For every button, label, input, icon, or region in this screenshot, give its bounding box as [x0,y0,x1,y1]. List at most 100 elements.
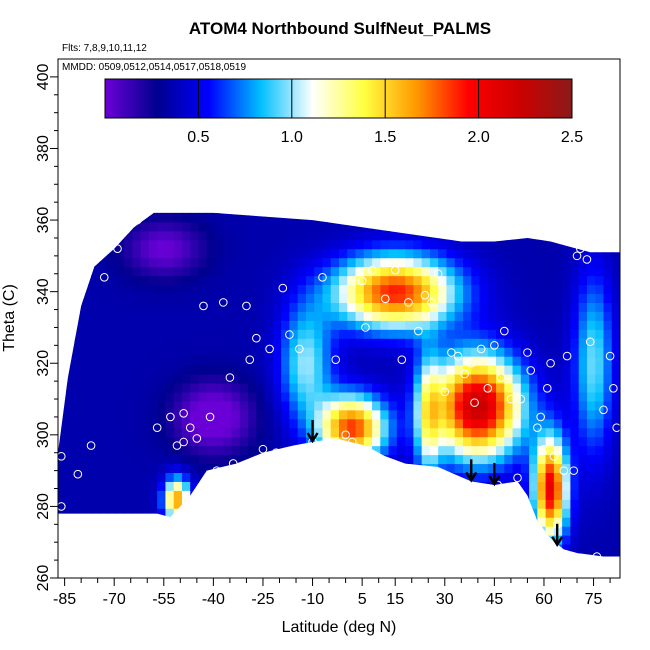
field-cell [471,248,481,259]
field-cell [157,472,167,482]
field-cell [512,391,522,402]
field-cell [520,427,530,438]
field-cell [248,212,257,214]
field-cell [553,472,563,482]
field-cell [248,257,257,268]
field-cell [206,293,216,303]
field-cell [545,347,555,357]
field-cell [239,490,249,500]
field-cell [231,239,241,250]
field-cell [570,221,580,232]
field-cell [157,490,167,500]
field-cell [289,257,299,268]
field-cell [231,373,241,384]
sample-point [447,348,456,357]
field-cell [372,526,381,536]
field-cell [504,472,514,482]
field-cell [198,499,208,509]
field-cell [273,562,282,572]
field-cell [165,490,175,500]
field-cell [454,400,464,411]
field-cell [223,400,233,411]
field-cell [91,454,100,465]
field-cell [256,230,266,241]
field-cell [487,552,497,557]
field-cell [553,454,563,465]
field-cell [570,212,580,214]
field-cell [611,427,620,438]
field-cell [165,517,175,527]
field-cell [529,338,538,348]
field-cell [520,490,530,500]
field-cell [231,472,241,482]
field-cell [347,543,357,554]
field-cell [256,391,266,402]
field-cell [305,221,315,232]
field-cell [305,239,315,250]
field-cell [421,320,431,330]
field-cell [74,463,84,474]
field-cell [231,454,241,465]
field-cell [586,552,596,557]
field-cell [297,338,307,348]
field-cell [215,418,224,429]
field-cell [297,239,307,250]
field-cell [545,517,555,527]
field-cell [603,409,613,420]
field-cell [198,230,208,241]
field-cell [562,517,572,527]
field-cell [82,508,92,518]
field-cell [314,320,324,330]
field-cell [529,499,538,509]
field-cell [446,248,456,259]
field-cell [372,356,381,366]
field-cell [595,499,605,509]
field-cell [148,212,158,223]
field-cell [82,472,92,482]
field-cell [82,552,92,557]
field-cell [380,195,389,205]
field-cell [529,266,538,277]
field-cell [297,311,307,321]
field-cell [339,454,348,465]
field-cell [339,552,348,557]
field-cell [157,248,167,259]
field-cell [124,266,133,277]
sample-point [361,323,370,332]
field-cell [446,239,456,250]
field-cell [586,463,596,474]
field-cell [347,508,357,518]
field-cell [520,221,530,232]
field-cell [512,284,522,295]
field-cell [322,382,332,393]
field-cell [553,356,563,366]
field-cell [487,409,497,420]
field-cell [322,499,332,509]
field-cell [331,562,340,572]
field-cell [256,508,266,518]
field-cell [140,552,150,557]
field-cell [363,543,373,554]
field-cell [504,320,514,330]
field-cell [529,347,538,357]
field-cell [231,230,241,241]
field-cell [471,463,481,474]
field-cell [347,552,357,557]
field-cell [520,284,530,295]
field-cell [603,481,613,491]
field-cell [140,409,150,420]
field-cell [190,382,200,393]
field-cell [380,221,390,232]
field-cell [157,221,167,232]
field-cell [124,320,133,330]
field-cell [529,365,538,375]
field-cell [99,526,109,536]
field-cell [256,463,266,474]
field-cell [504,239,514,250]
field-cell [462,329,472,339]
field-cell [231,508,241,518]
field-cell [107,454,117,465]
field-cell [537,275,547,286]
field-cell [487,266,497,277]
field-cell [396,499,406,509]
